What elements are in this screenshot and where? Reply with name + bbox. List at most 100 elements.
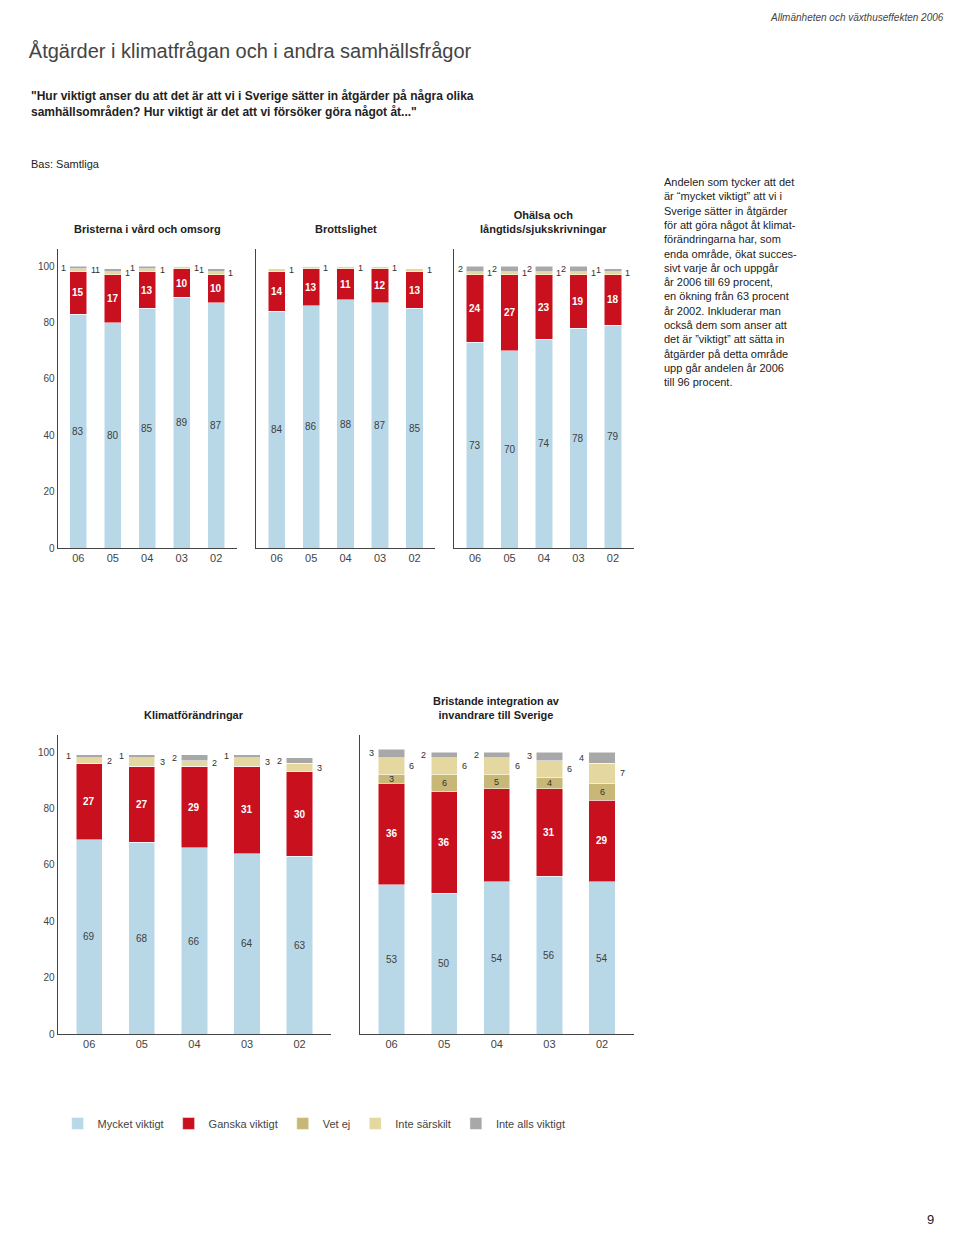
svg-text:Klimatförändringar: Klimatförändringar [144, 709, 244, 721]
svg-text:15: 15 [72, 287, 84, 298]
svg-text:Andelen som tycker att detär “: Andelen som tycker att detär “mycket vik… [664, 176, 797, 388]
svg-text:Allmänheten och växthuseffekte: Allmänheten och växthuseffekten 2006 [770, 12, 944, 23]
svg-text:54: 54 [596, 953, 608, 964]
svg-text:66: 66 [188, 936, 200, 947]
svg-text:Vet ej: Vet ej [323, 1118, 351, 1130]
svg-text:Brottslighet: Brottslighet [315, 223, 377, 235]
svg-text:04: 04 [141, 552, 153, 564]
svg-text:84: 84 [271, 424, 283, 435]
svg-text:1: 1 [224, 751, 229, 761]
svg-text:56: 56 [543, 950, 555, 961]
svg-text:2: 2 [561, 264, 566, 274]
svg-text:13: 13 [305, 282, 317, 293]
svg-text:29: 29 [596, 835, 608, 846]
svg-text:03: 03 [572, 552, 584, 564]
svg-text:18: 18 [607, 294, 619, 305]
svg-text:85: 85 [141, 423, 153, 434]
svg-text:89: 89 [176, 417, 188, 428]
svg-text:10: 10 [176, 278, 188, 289]
svg-text:1: 1 [119, 751, 124, 761]
svg-text:85: 85 [409, 423, 421, 434]
svg-text:06: 06 [385, 1038, 397, 1050]
svg-text:31: 31 [241, 804, 253, 815]
svg-text:10: 10 [210, 283, 222, 294]
svg-text:04: 04 [339, 552, 351, 564]
svg-text:80: 80 [43, 803, 55, 814]
svg-text:3: 3 [160, 757, 165, 767]
svg-text:20: 20 [43, 486, 55, 497]
svg-text:2: 2 [527, 264, 532, 274]
svg-text:2: 2 [492, 264, 497, 274]
svg-text:2: 2 [107, 756, 112, 766]
svg-text:33: 33 [491, 830, 503, 841]
svg-text:06: 06 [271, 552, 283, 564]
svg-text:100: 100 [38, 747, 55, 758]
svg-text:3: 3 [527, 751, 532, 761]
svg-text:60: 60 [43, 859, 55, 870]
svg-text:Bristande integration avinvand: Bristande integration avinvandrare till … [433, 695, 560, 721]
svg-text:06: 06 [469, 552, 481, 564]
svg-text:02: 02 [596, 1038, 608, 1050]
svg-text:6: 6 [515, 761, 520, 771]
svg-text:Ganska viktigt: Ganska viktigt [209, 1118, 278, 1130]
svg-text:1: 1 [596, 265, 601, 275]
svg-text:Bas: Samtliga: Bas: Samtliga [31, 158, 100, 170]
svg-text:60: 60 [43, 373, 55, 384]
svg-text:2: 2 [474, 750, 479, 760]
svg-text:1: 1 [95, 265, 100, 275]
svg-text:40: 40 [43, 430, 55, 441]
svg-text:0: 0 [49, 543, 55, 554]
svg-text:Inte särskilt: Inte särskilt [395, 1118, 451, 1130]
svg-text:02: 02 [294, 1038, 306, 1050]
svg-text:1: 1 [61, 263, 66, 273]
svg-text:79: 79 [607, 431, 619, 442]
svg-text:Åtgärder i klimatfrågan och i: Åtgärder i klimatfrågan och i andra samh… [29, 40, 472, 62]
svg-text:78: 78 [572, 433, 584, 444]
svg-text:23: 23 [538, 302, 550, 313]
svg-text:3: 3 [389, 774, 394, 784]
svg-text:"Hur viktigt anser du att det: "Hur viktigt anser du att det är att vi … [31, 89, 474, 119]
svg-text:31: 31 [543, 827, 555, 838]
svg-text:1: 1 [130, 263, 135, 273]
svg-text:80: 80 [107, 430, 119, 441]
svg-text:2: 2 [212, 758, 217, 768]
svg-text:12: 12 [374, 280, 386, 291]
svg-text:36: 36 [438, 837, 450, 848]
svg-text:04: 04 [491, 1038, 503, 1050]
svg-text:3: 3 [317, 763, 322, 773]
svg-text:3: 3 [265, 757, 270, 767]
svg-text:1: 1 [556, 268, 561, 278]
svg-text:100: 100 [38, 261, 55, 272]
svg-text:Mycket viktigt: Mycket viktigt [98, 1118, 164, 1130]
svg-text:87: 87 [210, 420, 222, 431]
svg-text:50: 50 [438, 958, 450, 969]
svg-text:1: 1 [323, 263, 328, 273]
svg-text:19: 19 [572, 296, 584, 307]
svg-text:4: 4 [579, 753, 584, 763]
svg-text:27: 27 [504, 307, 516, 318]
svg-text:6: 6 [567, 764, 572, 774]
svg-text:03: 03 [241, 1038, 253, 1050]
svg-text:17: 17 [107, 293, 119, 304]
svg-text:13: 13 [141, 285, 153, 296]
svg-text:14: 14 [271, 286, 283, 297]
svg-text:Ohälsa ochlångtids/sjukskrivni: Ohälsa ochlångtids/sjukskrivningar [480, 209, 607, 235]
svg-text:02: 02 [408, 552, 420, 564]
svg-text:6: 6 [442, 778, 447, 788]
svg-text:4: 4 [547, 778, 552, 788]
svg-text:2: 2 [458, 264, 463, 274]
svg-text:03: 03 [543, 1038, 555, 1050]
svg-text:1: 1 [392, 263, 397, 273]
svg-text:88: 88 [340, 419, 352, 430]
svg-text:53: 53 [386, 954, 398, 965]
svg-text:13: 13 [409, 285, 421, 296]
svg-text:2: 2 [277, 756, 282, 766]
svg-text:5: 5 [494, 777, 499, 787]
svg-text:1: 1 [487, 268, 492, 278]
svg-text:1: 1 [625, 268, 630, 278]
svg-text:1: 1 [91, 265, 96, 275]
svg-text:73: 73 [469, 440, 481, 451]
svg-text:04: 04 [538, 552, 550, 564]
svg-text:05: 05 [305, 552, 317, 564]
svg-text:06: 06 [83, 1038, 95, 1050]
